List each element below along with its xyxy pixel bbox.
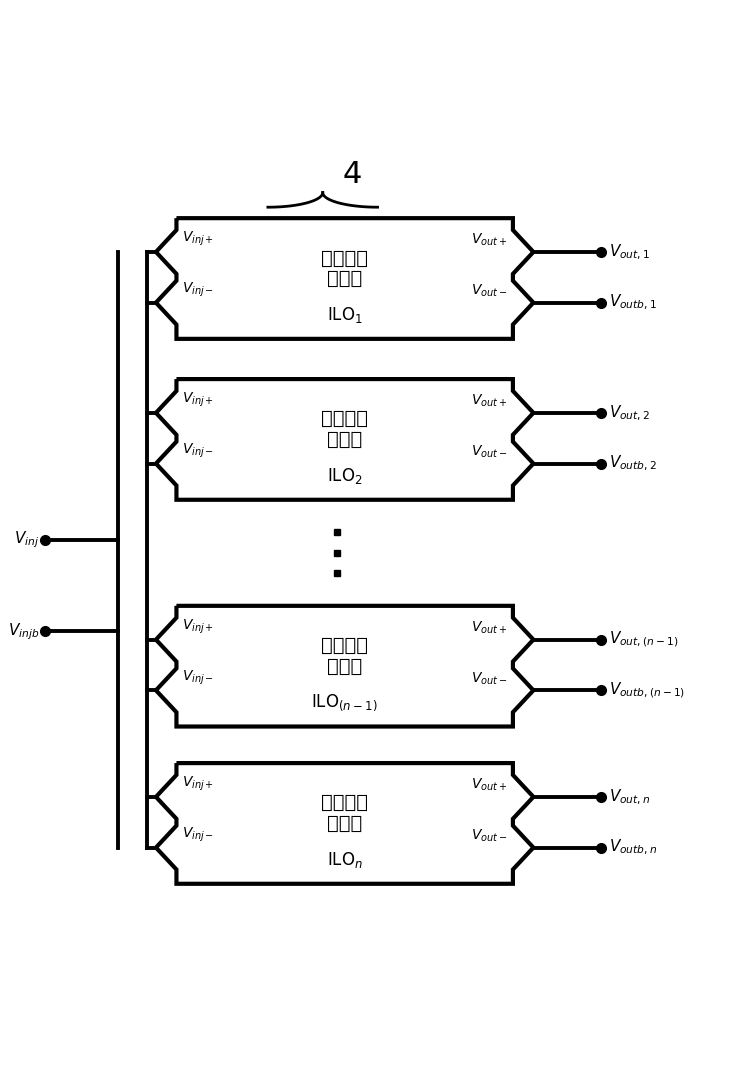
Text: ILO$_n$: ILO$_n$: [327, 850, 363, 869]
Text: 4: 4: [342, 160, 361, 189]
Text: $V_{outb,(n-1)}$: $V_{outb,(n-1)}$: [609, 680, 686, 700]
Text: 注入锁定: 注入锁定: [321, 409, 368, 429]
Text: $V_{inj-}$: $V_{inj-}$: [183, 825, 214, 843]
Text: 注入锁定: 注入锁定: [321, 794, 368, 812]
Text: $V_{out,2}$: $V_{out,2}$: [609, 403, 651, 422]
Text: 振荡器: 振荡器: [327, 269, 362, 288]
Text: $V_{out+}$: $V_{out+}$: [471, 620, 507, 636]
Text: 振荡器: 振荡器: [327, 430, 362, 449]
Text: $V_{out,n}$: $V_{out,n}$: [609, 787, 651, 807]
Text: $V_{inj}$: $V_{inj}$: [14, 529, 39, 551]
Text: $V_{inj+}$: $V_{inj+}$: [183, 618, 214, 636]
Text: 振荡器: 振荡器: [327, 657, 362, 676]
Text: $V_{inj-}$: $V_{inj-}$: [183, 442, 214, 460]
Text: $V_{out-}$: $V_{out-}$: [470, 671, 507, 687]
Text: $V_{out-}$: $V_{out-}$: [470, 283, 507, 299]
Text: $V_{outb,n}$: $V_{outb,n}$: [609, 838, 658, 858]
Text: $V_{out,(n-1)}$: $V_{out,(n-1)}$: [609, 630, 679, 649]
Text: 注入锁定: 注入锁定: [321, 248, 368, 268]
Text: $V_{inj+}$: $V_{inj+}$: [183, 391, 214, 409]
Text: 注入锁定: 注入锁定: [321, 636, 368, 656]
Text: $V_{out,1}$: $V_{out,1}$: [609, 242, 651, 261]
Text: $V_{out+}$: $V_{out+}$: [471, 232, 507, 248]
Text: $V_{inj-}$: $V_{inj-}$: [183, 281, 214, 299]
Text: $V_{out-}$: $V_{out-}$: [470, 827, 507, 843]
Text: 振荡器: 振荡器: [327, 814, 362, 833]
Text: $V_{injb}$: $V_{injb}$: [7, 621, 39, 642]
Text: ILO$_2$: ILO$_2$: [327, 465, 363, 486]
Text: $V_{inj+}$: $V_{inj+}$: [183, 775, 214, 793]
Text: $V_{inj-}$: $V_{inj-}$: [183, 669, 214, 687]
Text: $V_{outb,2}$: $V_{outb,2}$: [609, 454, 657, 473]
Text: $V_{outb,1}$: $V_{outb,1}$: [609, 293, 657, 312]
Text: $V_{out-}$: $V_{out-}$: [470, 444, 507, 460]
Text: $V_{out+}$: $V_{out+}$: [471, 393, 507, 409]
Text: $V_{out+}$: $V_{out+}$: [471, 777, 507, 793]
Text: $V_{inj+}$: $V_{inj+}$: [183, 230, 214, 248]
Text: ILO$_1$: ILO$_1$: [327, 305, 363, 325]
Text: ILO$_{(n-1)}$: ILO$_{(n-1)}$: [311, 692, 378, 713]
